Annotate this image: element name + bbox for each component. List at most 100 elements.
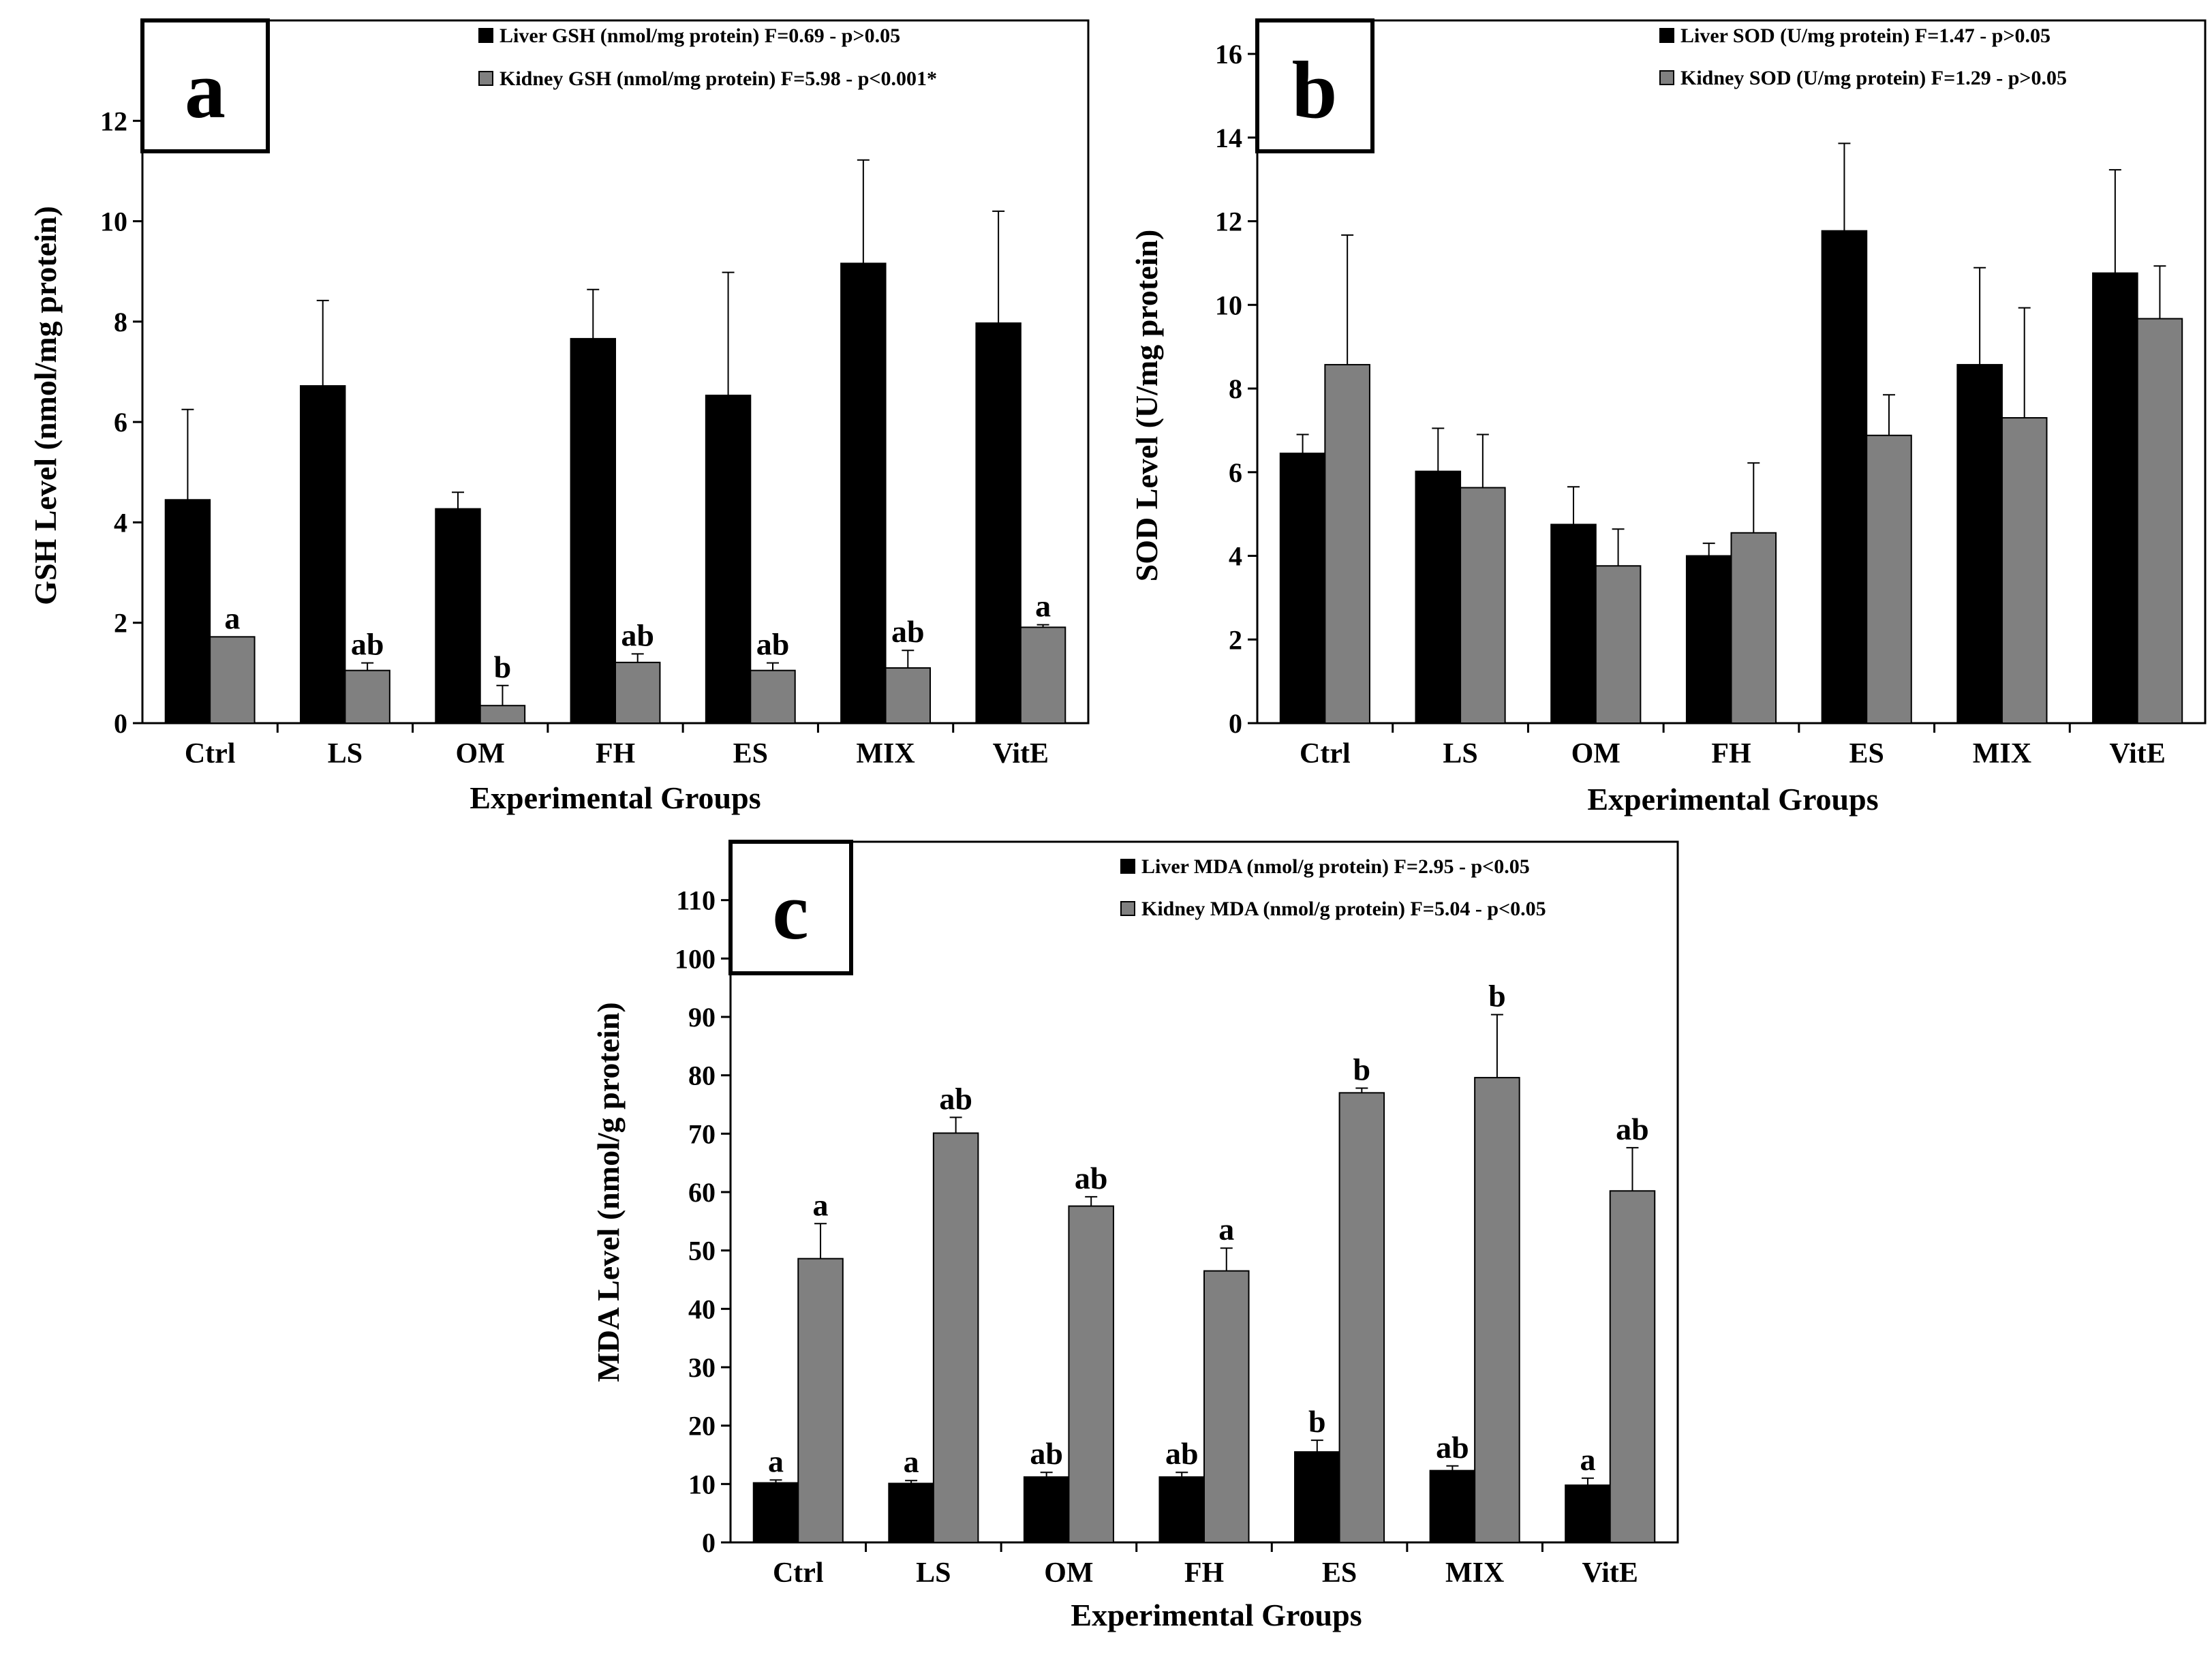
kidney-bar	[479, 705, 526, 724]
x-tick-label: MIX	[856, 738, 915, 769]
liver-bar	[1685, 555, 1732, 724]
legend-label: Kidney MDA (nmol/g protein) F=5.04 - p<0…	[1141, 898, 1546, 920]
significance-label: ab	[351, 627, 384, 662]
y-tick-label: 20	[688, 1411, 716, 1442]
kidney-bar	[1609, 1190, 1656, 1543]
y-tick-label: 4	[1229, 541, 1242, 572]
x-axis-title: Experimental Groups	[470, 780, 761, 815]
kidney-bar	[1730, 532, 1777, 724]
kidney-bar	[797, 1258, 844, 1544]
panel-label-box	[140, 18, 270, 153]
significance-label: a	[813, 1187, 829, 1222]
liver-bar	[1415, 470, 1462, 725]
liver-bar	[435, 508, 481, 724]
significance-label: ab	[1436, 1430, 1469, 1465]
liver-bar	[888, 1482, 934, 1543]
y-tick-label: 50	[688, 1236, 716, 1266]
x-tick-label: Ctrl	[773, 1557, 824, 1589]
y-tick-label: 0	[702, 1527, 716, 1558]
liver-bar	[1158, 1476, 1205, 1543]
kidney-bar	[1595, 565, 1642, 724]
kidney-bar	[2001, 417, 2048, 725]
y-tick-label: 0	[1229, 708, 1242, 739]
significance-label: b	[1308, 1404, 1326, 1439]
x-tick-label: ES	[1849, 738, 1884, 769]
legend-swatch	[478, 28, 493, 43]
y-tick-label: 2	[1229, 624, 1242, 655]
significance-label: a	[1218, 1212, 1234, 1247]
x-tick-label: LS	[328, 738, 363, 769]
y-tick-label: 30	[688, 1352, 716, 1383]
liver-bar	[2092, 272, 2138, 724]
x-tick-label: Ctrl	[185, 738, 236, 769]
liver-bar	[570, 337, 617, 725]
significance-label: a	[904, 1444, 919, 1479]
x-tick-label: LS	[916, 1557, 951, 1589]
x-tick-label: FH	[1711, 738, 1751, 769]
legend-swatch	[1659, 28, 1674, 43]
y-tick-label: 40	[688, 1294, 716, 1324]
significance-label: a	[224, 600, 240, 635]
chart-panel-b: 0 2 4 6 8 10 12 14 16 Ctrl LS OM FH ES MIX VitE Liver SO…	[1129, 18, 2207, 817]
kidney-bar	[344, 669, 390, 724]
x-tick-label: MIX	[1445, 1557, 1504, 1589]
x-tick-label: VitE	[1582, 1557, 1638, 1589]
x-tick-label: VitE	[993, 738, 1049, 769]
liver-bar	[1821, 230, 1868, 725]
liver-bar	[1565, 1484, 1611, 1543]
y-tick-label: 110	[676, 885, 716, 916]
x-tick-label: MIX	[1973, 738, 2031, 769]
y-axis-title: SOD Level (U/mg protein)	[1129, 230, 1164, 582]
liver-bar	[1023, 1476, 1070, 1543]
legend-swatch	[1120, 859, 1135, 874]
y-axis-title: MDA Level (nmol/g protein)	[591, 1002, 626, 1382]
significance-label: b	[1353, 1052, 1371, 1087]
liver-bar	[1279, 453, 1326, 724]
significance-label: b	[494, 650, 512, 684]
significance-label: a	[1580, 1442, 1595, 1477]
x-tick-label: FH	[1184, 1557, 1224, 1589]
y-tick-label: 80	[688, 1061, 716, 1091]
kidney-bar	[1866, 434, 1912, 724]
kidney-bar	[932, 1132, 979, 1543]
liver-bar	[1429, 1469, 1476, 1543]
kidney-bar	[1324, 364, 1370, 724]
legend-swatch	[1120, 901, 1135, 916]
kidney-bar	[209, 636, 256, 724]
y-axis-title: GSH Level (nmol/mg protein)	[28, 206, 63, 605]
x-tick-label: Ctrl	[1300, 738, 1351, 769]
significance-label: ab	[1616, 1112, 1649, 1146]
x-tick-label: OM	[1044, 1557, 1093, 1589]
liver-bar	[705, 395, 752, 724]
significance-label: ab	[1165, 1436, 1199, 1471]
chart-panel-c: 0 10 20 30 40 50 60 70 80 90 100 110 Ctrl LS OM FH ES MIX…	[591, 840, 1679, 1632]
kidney-bar	[2136, 318, 2183, 725]
panel-label: c	[772, 866, 808, 956]
y-tick-label: 100	[675, 943, 716, 974]
y-tick-label: 4	[114, 507, 127, 538]
y-tick-label: 12	[1215, 207, 1242, 237]
y-tick-label: 8	[114, 307, 127, 337]
x-tick-label: OM	[456, 738, 505, 769]
legend-label: Liver GSH (nmol/mg protein) F=0.69 - p>0…	[500, 25, 900, 47]
y-tick-label: 60	[688, 1177, 716, 1208]
panel-label: a	[185, 44, 226, 135]
legend-label: Liver MDA (nmol/g protein) F=2.95 - p<0.…	[1141, 855, 1530, 878]
y-tick-label: 90	[688, 1002, 716, 1033]
kidney-bar	[1460, 487, 1506, 724]
x-tick-label: OM	[1571, 738, 1620, 769]
kidney-bar	[885, 667, 932, 724]
legend-swatch	[1659, 70, 1674, 85]
significance-label: ab	[1030, 1436, 1063, 1471]
legend-swatch	[478, 71, 493, 86]
kidney-bar	[1338, 1092, 1385, 1544]
significance-label: ab	[756, 627, 790, 662]
significance-label: b	[1488, 979, 1506, 1014]
y-tick-label: 10	[688, 1469, 716, 1499]
kidney-bar	[615, 661, 661, 725]
chart-panel-a: 0 2 4 6 8 10 12 Ctrl LS OM FH ES MIX VitE a ab b ab ab ab a L…	[28, 18, 1090, 815]
x-tick-label: ES	[733, 738, 768, 769]
panel-label-box	[728, 840, 853, 975]
liver-bar	[1550, 523, 1597, 724]
kidney-bar	[750, 669, 796, 724]
